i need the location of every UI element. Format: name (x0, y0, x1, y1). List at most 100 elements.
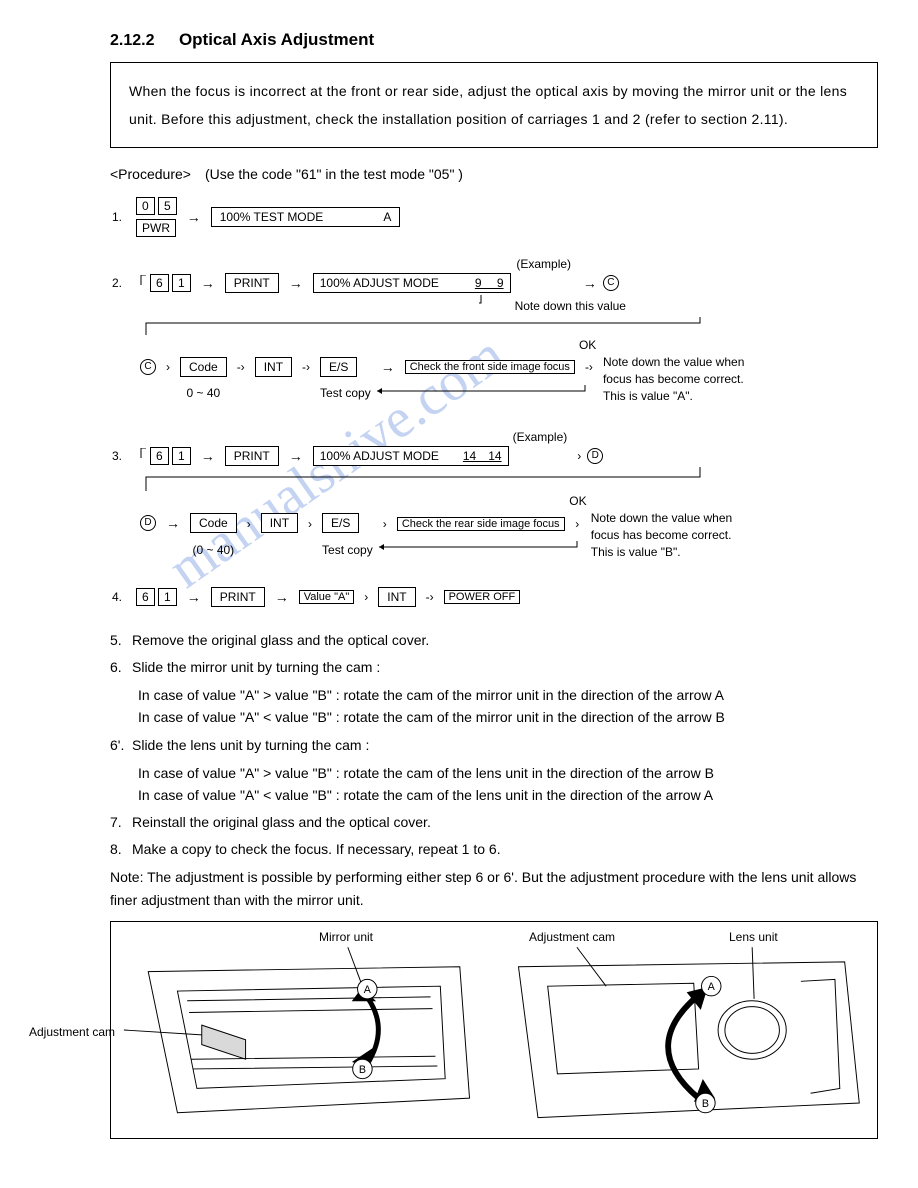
step-text: Slide the mirror unit by turning the cam… (132, 657, 862, 678)
step-text: Slide the lens unit by turning the cam : (132, 735, 862, 756)
display-value: 9 9 (475, 276, 504, 290)
arrow-icon: → (187, 209, 201, 225)
lens-diagram: A B (499, 930, 869, 1130)
arrow-icon: -› (237, 360, 245, 374)
arrow-icon: › (166, 360, 170, 374)
check-box: Check the rear side image focus (397, 517, 565, 531)
label-b: B (702, 1098, 709, 1110)
code-range: 0 ~ 40 (178, 381, 229, 405)
code-range: (0 ~ 40) (188, 538, 239, 562)
display-value: 14 14 (463, 449, 502, 463)
ok-label: OK (577, 337, 601, 353)
step-6pb: In case of value "A" < value "B" : rotat… (138, 784, 878, 806)
figure-box: Mirror unit Adjustment cam A (110, 921, 878, 1139)
loop-back-line (375, 385, 595, 399)
side-note: Note down the value when focus has becom… (603, 354, 763, 404)
section-number: 2.12.2 (110, 32, 154, 50)
label-lens-unit: Lens unit (729, 930, 778, 944)
display-text: 100% ADJUST MODE (320, 449, 463, 463)
arrow-icon: -› (426, 590, 434, 604)
arrow-icon: → (166, 515, 180, 531)
step-6a: In case of value "A" > value "B" : rotat… (138, 684, 878, 706)
test-copy: Test copy (320, 538, 375, 562)
arrow-icon: -› (302, 360, 310, 374)
procedure-header: <Procedure> (Use the code "61" in the te… (110, 166, 878, 182)
arrow-icon: → (201, 275, 215, 291)
key-print: PRINT (225, 446, 279, 466)
key-int: INT (255, 357, 292, 377)
step-6-prime: 6'.Slide the lens unit by turning the ca… (110, 735, 878, 756)
example-label: (Example) (511, 429, 570, 445)
step-text: Make a copy to check the focus. If neces… (132, 839, 862, 860)
intro-box: When the focus is incorrect at the front… (110, 62, 878, 148)
arrow-icon: → (289, 448, 303, 464)
step-num: 3. (112, 449, 132, 463)
key-es: E/S (322, 513, 359, 533)
side-note: Note down the value when focus has becom… (591, 510, 751, 560)
test-copy: Test copy (318, 381, 373, 405)
loop-line (140, 317, 740, 337)
label-a: A (364, 984, 372, 996)
note-content: Note: The adjustment is possible by perf… (110, 869, 856, 907)
step-text: Remove the original glass and the optica… (132, 630, 862, 651)
key-1: 1 (158, 588, 177, 606)
key-1: 1 (172, 274, 191, 292)
key-es: E/S (320, 357, 357, 377)
note-down-text: Note down this value (513, 294, 628, 317)
step-6b: In case of value "A" < value "B" : rotat… (138, 706, 878, 728)
circle-c-icon: C (140, 359, 156, 375)
check-box: Check the front side image focus (405, 360, 575, 374)
circle-c-icon: C (603, 275, 619, 291)
key-pwr: PWR (136, 219, 176, 237)
step-text: Reinstall the original glass and the opt… (132, 812, 862, 833)
section-header: 2.12.2 Optical Axis Adjustment (110, 30, 878, 50)
key-6: 6 (150, 447, 169, 465)
circle-d-icon: D (587, 448, 603, 464)
page: manualshive.com 2.12.2 Optical Axis Adju… (0, 0, 918, 1159)
label-adj-cam: Adjustment cam (29, 1025, 115, 1039)
step-6: 6.Slide the mirror unit by turning the c… (110, 657, 878, 678)
label-b: B (359, 1064, 366, 1076)
step-4: 4. 6 1 → PRINT → Value "A" › INT -› POWE… (110, 586, 878, 608)
arrow-icon: → (381, 359, 395, 375)
key-0: 0 (136, 197, 155, 215)
arrow-icon: › (247, 517, 251, 531)
step-8: 8.Make a copy to check the focus. If nec… (110, 839, 878, 860)
label-a: A (708, 981, 716, 993)
key-value-a: Value "A" (299, 590, 355, 604)
arrow-icon: → (583, 275, 597, 291)
step-7: 7.Reinstall the original glass and the o… (110, 812, 878, 833)
step-num: 2. (112, 276, 132, 290)
step-num: 4. (112, 590, 132, 604)
display-box: 100% TEST MODE A (211, 207, 401, 227)
arrow-icon: › (308, 517, 312, 531)
key-print: PRINT (225, 273, 279, 293)
arrow-icon: -› (585, 360, 593, 374)
note-text: Note: The adjustment is possible by perf… (110, 866, 878, 911)
step-1: 1. 0 5 PWR → 100% TEST MODE A (110, 196, 878, 238)
display-box: 100% ADJUST MODE 9 9 (313, 273, 511, 293)
key-power-off: POWER OFF (444, 590, 521, 604)
step-3: (Example) 3. 6 1 → PRINT → 100% ADJUST M… (110, 429, 878, 561)
key-int: INT (378, 587, 415, 607)
step-6pa: In case of value "A" > value "B" : rotat… (138, 762, 878, 784)
display-box: 100% ADJUST MODE 14 14 (313, 446, 509, 466)
arrow-icon: › (364, 590, 368, 604)
arrow-icon: → (289, 275, 303, 291)
arrow-icon: › (577, 449, 581, 463)
loop-line (140, 467, 740, 493)
arrow-icon: → (187, 589, 201, 605)
loop-back-line (377, 541, 587, 555)
arrow-icon: → (201, 448, 215, 464)
example-label: (Example) (513, 256, 575, 272)
arrow-icon: › (383, 517, 387, 531)
display-text: 100% ADJUST MODE (320, 276, 475, 290)
arrow-icon: → (275, 589, 289, 605)
step-2: (Example) 2. 6 1 → PRINT → 100% ADJUST M… (110, 256, 878, 405)
key-int: INT (261, 513, 298, 533)
key-code: Code (190, 513, 237, 533)
key-6: 6 (150, 274, 169, 292)
step-5: 5.Remove the original glass and the opti… (110, 630, 878, 651)
step-num: 1. (112, 210, 132, 224)
mirror-diagram: A B (119, 930, 489, 1130)
